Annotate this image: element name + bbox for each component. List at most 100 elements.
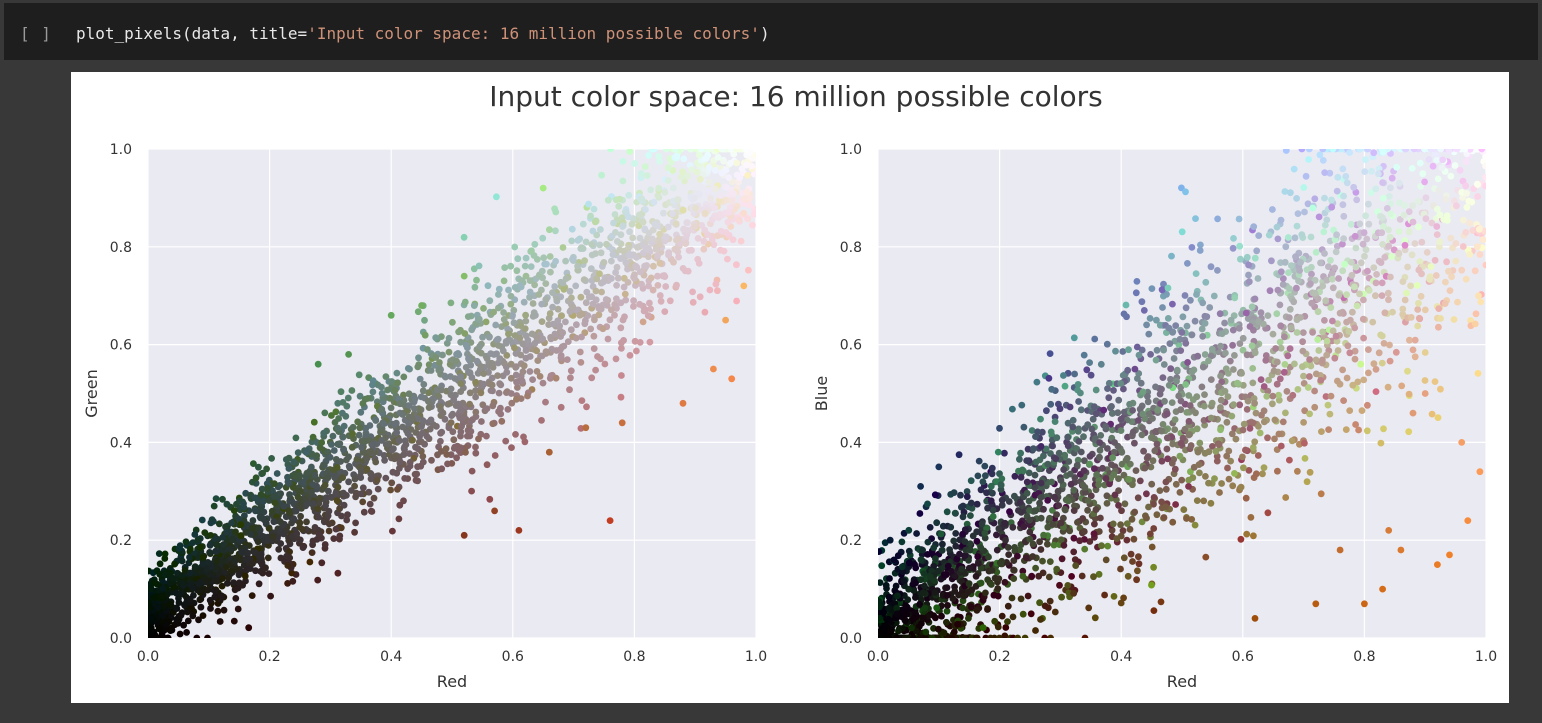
- scatter-point: [1243, 530, 1251, 538]
- scatter-point-outlier: [515, 527, 523, 534]
- scatter-point: [373, 476, 381, 484]
- scatter-point: [1312, 356, 1320, 364]
- scatter-point: [1173, 366, 1181, 374]
- scatter-point: [1243, 351, 1251, 359]
- scatter-point: [1160, 514, 1168, 521]
- scatter-point: [1066, 527, 1074, 535]
- scatter-point: [334, 569, 342, 577]
- code-cell-input[interactable]: [ ] plot_pixels(data, title='Input color…: [4, 3, 1538, 60]
- scatter-point: [1086, 460, 1093, 468]
- scatter-point: [714, 287, 721, 295]
- scatter-point: [1476, 251, 1484, 258]
- scatter-point: [1072, 562, 1080, 569]
- scatter-point: [1406, 336, 1413, 344]
- scatter-point: [1198, 325, 1206, 333]
- scatter-point: [1321, 221, 1329, 229]
- scatter-point: [1109, 426, 1116, 434]
- scatter-point: [679, 206, 687, 214]
- scatter-point: [994, 623, 1002, 631]
- scatter-point: [885, 593, 893, 601]
- scatter-point: [1222, 365, 1230, 373]
- scatter-point: [963, 493, 971, 501]
- scatter-point: [538, 267, 546, 275]
- scatter-point: [255, 580, 263, 588]
- scatter-point: [500, 316, 508, 323]
- scatter-point: [1378, 359, 1386, 367]
- scatter-point: [1409, 346, 1417, 354]
- scatter-point: [1370, 264, 1378, 271]
- scatter-point: [396, 458, 404, 466]
- scatter-point: [479, 333, 486, 341]
- scatter-point: [249, 524, 256, 532]
- scatter-point: [255, 463, 262, 471]
- scatter-point: [213, 541, 221, 549]
- scatter-point: [1178, 329, 1186, 336]
- scatter-point: [494, 372, 501, 379]
- scatter-point: [207, 605, 214, 612]
- scatter-point: [1411, 353, 1419, 361]
- code-line[interactable]: plot_pixels(data, title='Input color spa…: [76, 23, 770, 45]
- scatter-point: [259, 469, 266, 477]
- scatter-point: [631, 337, 639, 345]
- scatter-point: [449, 318, 456, 326]
- scatter-point: [1417, 183, 1424, 190]
- scatter-point: [495, 389, 503, 397]
- scatter-point: [636, 268, 644, 276]
- scatter-point: [937, 530, 945, 538]
- scatter-point: [679, 168, 686, 176]
- scatter-point: [1301, 208, 1308, 216]
- scatter-point: [655, 184, 663, 192]
- scatter-point: [956, 536, 964, 544]
- scatter-point: [910, 587, 918, 594]
- scatter-point: [615, 202, 623, 210]
- scatter-point: [576, 235, 584, 243]
- scatter-point: [674, 248, 682, 256]
- scatter-point: [1245, 271, 1252, 279]
- scatter-point: [1202, 278, 1210, 286]
- scatter-point: [924, 551, 931, 558]
- scatter-point: [220, 606, 228, 614]
- scatter-point: [1405, 228, 1413, 236]
- scatter-point: [184, 608, 191, 616]
- scatter-point: [388, 479, 396, 487]
- scatter-point: [1356, 220, 1364, 228]
- scatter-point: [578, 244, 585, 252]
- scatter-point: [1164, 455, 1172, 463]
- scatter-point: [477, 363, 485, 370]
- scatter-point: [1349, 308, 1356, 316]
- scatter-point: [557, 403, 565, 411]
- scatter-point: [588, 251, 596, 259]
- scatter-point: [677, 173, 685, 181]
- scatter-point: [489, 402, 497, 410]
- scatter-point-outlier: [618, 419, 626, 427]
- scatter-point: [1010, 566, 1018, 574]
- scatter-point: [175, 599, 183, 606]
- scatter-point: [413, 470, 421, 478]
- scatter-point: [660, 272, 668, 279]
- run-cell-button[interactable]: [ ]: [20, 24, 52, 43]
- scatter-point: [225, 574, 233, 582]
- scatter-point: [184, 617, 192, 625]
- scatter-point: [1279, 275, 1287, 282]
- scatter-point: [285, 454, 293, 462]
- scatter-point: [156, 570, 164, 578]
- scatter-point: [744, 172, 751, 179]
- scatter-point: [345, 453, 352, 461]
- scatter-point: [1334, 173, 1342, 181]
- scatter-point: [1244, 397, 1252, 405]
- y-tick-label: 0.8: [840, 240, 862, 256]
- scatter-point: [507, 390, 515, 397]
- scatter-point: [1317, 490, 1325, 498]
- scatter-point: [273, 470, 281, 477]
- scatter-point: [590, 345, 598, 352]
- scatter-point: [1017, 449, 1024, 457]
- scatter-point: [621, 290, 629, 298]
- scatter-point: [182, 538, 190, 546]
- scatter-point: [975, 457, 983, 465]
- scatter-point: [1247, 514, 1255, 521]
- scatter-point: [1379, 179, 1386, 186]
- scatter-point: [229, 535, 236, 543]
- scatter-point: [1185, 392, 1193, 399]
- scatter-point: [1319, 157, 1327, 164]
- scatter-point: [1192, 215, 1199, 223]
